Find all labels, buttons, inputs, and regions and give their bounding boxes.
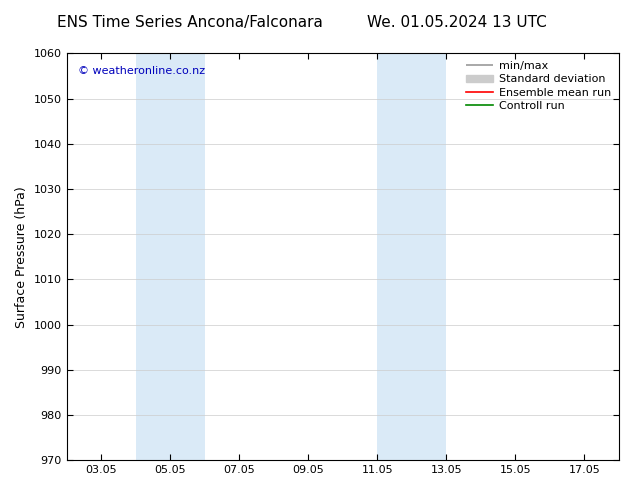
Text: ENS Time Series Ancona/Falconara: ENS Time Series Ancona/Falconara — [57, 15, 323, 30]
Y-axis label: Surface Pressure (hPa): Surface Pressure (hPa) — [15, 186, 28, 328]
Bar — [136, 53, 205, 460]
Bar — [377, 53, 446, 460]
Legend: min/max, Standard deviation, Ensemble mean run, Controll run: min/max, Standard deviation, Ensemble me… — [463, 59, 614, 113]
Text: We. 01.05.2024 13 UTC: We. 01.05.2024 13 UTC — [366, 15, 547, 30]
Text: © weatheronline.co.nz: © weatheronline.co.nz — [77, 66, 205, 75]
